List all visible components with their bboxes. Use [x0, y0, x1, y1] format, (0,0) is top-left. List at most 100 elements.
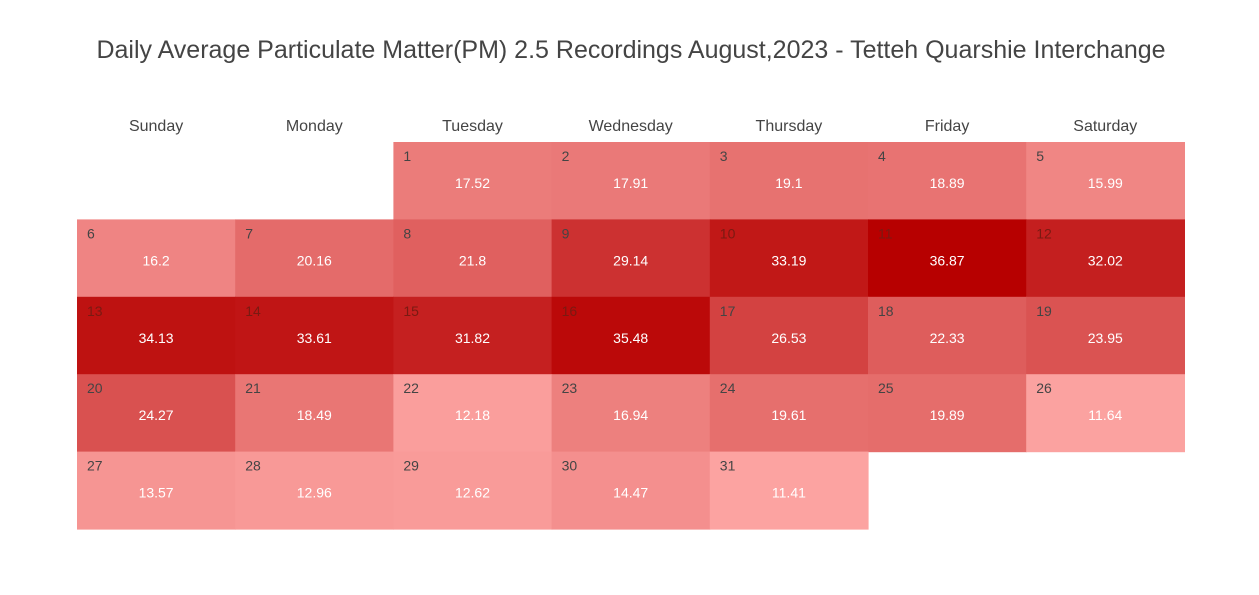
cell-background: [393, 374, 553, 453]
chart-title: Daily Average Particulate Matter(PM) 2.5…: [96, 36, 1165, 64]
day-number: 18: [878, 303, 894, 319]
calendar-cell: 10 33.19: [709, 219, 869, 298]
value-label: 34.13: [139, 330, 174, 346]
cell-background: [551, 142, 711, 220]
cell-background: [709, 219, 869, 298]
calendar-cell: 720.16: [235, 219, 394, 298]
weekday-label-friday: Friday: [925, 118, 969, 135]
value-label: 17.52: [455, 175, 490, 191]
weekday-label-monday: Monday: [286, 118, 343, 135]
value-label: 19.1: [775, 175, 802, 191]
cell-background: [1026, 142, 1185, 220]
calendar-cell: 16 35.48: [551, 296, 711, 375]
cell-background: [709, 374, 869, 453]
weekday-header: Sunday Monday Tuesday Wednesday Thursday Frid…: [129, 118, 1137, 135]
calendar-cell: 22 12.18: [393, 374, 553, 453]
day-number: 9: [562, 225, 570, 241]
day-number: 23: [562, 380, 578, 396]
day-number: 20: [87, 380, 103, 396]
day-number: 2: [562, 148, 570, 164]
cell-background: [551, 296, 711, 375]
cell-background: [868, 374, 1027, 453]
cell-background: [551, 374, 711, 453]
cell-background: [1026, 219, 1185, 298]
cell-background: [551, 451, 711, 530]
calendar-cell: 30 14.47: [551, 451, 711, 530]
day-number: 29: [403, 458, 419, 474]
cell-background: [709, 296, 869, 375]
day-number: 30: [562, 458, 578, 474]
value-label: 14.47: [613, 485, 648, 501]
calendar-cell: 18 22.33: [868, 296, 1027, 375]
calendar-cell: 13 34.13: [77, 296, 236, 375]
value-label: 18.49: [297, 407, 332, 423]
day-number: 24: [720, 380, 736, 396]
value-label: 21.8: [459, 252, 486, 268]
day-number: 13: [87, 303, 103, 319]
cell-background: [393, 142, 553, 220]
value-label: 12.62: [455, 485, 490, 501]
value-label: 23.95: [1088, 330, 1123, 346]
day-number: 31: [720, 458, 736, 474]
cell-background: [235, 451, 394, 530]
calendar-cell: 29 12.62: [393, 451, 553, 530]
day-number: 17: [720, 303, 736, 319]
day-number: 27: [87, 458, 103, 474]
value-label: 24.27: [139, 407, 174, 423]
cell-background: [1026, 296, 1185, 375]
weekday-label-thursday: Thursday: [756, 118, 823, 135]
cell-background: [709, 451, 869, 530]
cell-background: [393, 296, 553, 375]
weekday-label-tuesday: Tuesday: [442, 118, 503, 135]
value-label: 26.53: [771, 330, 806, 346]
value-label: 13.57: [139, 485, 174, 501]
day-number: 3: [720, 148, 728, 164]
cell-background: [77, 374, 236, 453]
value-label: 16.94: [613, 407, 648, 423]
calendar-cell: 26 11.64: [1026, 374, 1185, 453]
calendar-cell: 217.91: [551, 142, 711, 220]
value-label: 32.02: [1088, 252, 1123, 268]
calendar-cell: 11 36.87: [868, 219, 1027, 298]
calendar-cells: 117.52217.91319.1418.89515.99616.2720.16…: [77, 142, 1185, 530]
day-number: 14: [245, 303, 261, 319]
day-number: 5: [1036, 148, 1044, 164]
day-number: 10: [720, 225, 736, 241]
value-label: 12.18: [455, 407, 490, 423]
calendar-cell: 17 26.53: [709, 296, 869, 375]
cell-background: [235, 374, 394, 453]
calendar-cell: 31 11.41: [709, 451, 869, 530]
weekday-label-wednesday: Wednesday: [589, 118, 673, 135]
day-number: 16: [562, 303, 578, 319]
calendar-cell: 821.8: [393, 219, 553, 298]
day-number: 22: [403, 380, 419, 396]
value-label: 15.99: [1088, 175, 1123, 191]
day-number: 7: [245, 225, 253, 241]
calendar-cell: 418.89: [868, 142, 1027, 220]
value-label: 35.48: [613, 330, 648, 346]
calendar-cell: 616.2: [77, 219, 236, 298]
cell-background: [235, 219, 394, 298]
calendar-cell: 28 12.96: [235, 451, 394, 530]
calendar-cell: 23 16.94: [551, 374, 711, 453]
value-label: 20.16: [297, 252, 332, 268]
value-label: 33.19: [771, 252, 806, 268]
value-label: 16.2: [142, 252, 169, 268]
day-number: 8: [403, 225, 411, 241]
cell-background: [235, 296, 394, 375]
calendar-cell: 117.52: [393, 142, 553, 220]
value-label: 17.91: [613, 175, 648, 191]
value-label: 31.82: [455, 330, 490, 346]
value-label: 19.61: [771, 407, 806, 423]
value-label: 12.96: [297, 485, 332, 501]
day-number: 28: [245, 458, 261, 474]
weekday-label-sunday: Sunday: [129, 118, 183, 135]
day-number: 1: [403, 148, 411, 164]
calendar-cell: 27 13.57: [77, 451, 236, 530]
day-number: 6: [87, 225, 95, 241]
calendar-cell: 12 32.02: [1026, 219, 1185, 298]
day-number: 12: [1036, 225, 1052, 241]
value-label: 18.89: [930, 175, 965, 191]
calendar-cell: 20 24.27: [77, 374, 236, 453]
calendar-cell: 25 19.89: [868, 374, 1027, 453]
